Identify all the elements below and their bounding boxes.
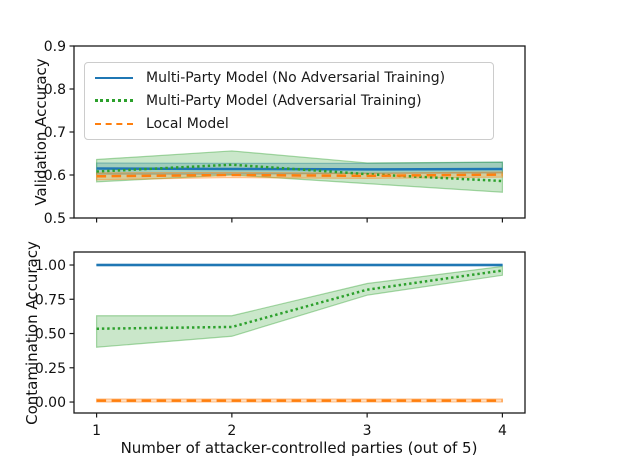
y-tick-label: 1.00	[35, 258, 66, 274]
legend-item-adversarial: Multi-Party Model (Adversarial Training)	[95, 89, 483, 112]
series-line	[96, 173, 503, 178]
legend-item-local-model: Local Model	[95, 113, 483, 136]
legend-line-sample-dashed	[95, 123, 133, 126]
legend-label: Multi-Party Model (Adversarial Training)	[146, 92, 422, 109]
y-tick-label: 0.25	[35, 361, 66, 377]
legend-line-sample-solid	[95, 76, 133, 79]
series-line	[96, 163, 503, 183]
legend-label: Local Model	[146, 116, 229, 133]
x-axis-label: Number of attacker-controlled parties (o…	[120, 439, 478, 457]
y-axis-label-contamination-accuracy: Contamination Accuracy	[23, 241, 41, 425]
axes-frame	[73, 251, 526, 414]
legend-label: Multi-Party Model (No Adversarial Traini…	[146, 69, 446, 86]
confidence-band	[95, 150, 504, 193]
legend: Multi-Party Model (No Adversarial Traini…	[84, 62, 494, 140]
y-tick-label: 0.8	[44, 82, 66, 98]
x-tick-label: 4	[498, 423, 507, 439]
y-tick-label: 0.75	[35, 292, 66, 308]
legend-item-no-adversarial: Multi-Party Model (No Adversarial Traini…	[95, 66, 483, 89]
x-tick-label: 3	[363, 423, 372, 439]
y-tick-label: 0.50	[35, 327, 66, 343]
y-tick-label: 0.5	[44, 211, 66, 227]
x-tick-label: 2	[227, 423, 236, 439]
x-tick-label: 1	[92, 423, 101, 439]
y-axis-label-validation-accuracy: Validation Accuracy	[32, 58, 50, 206]
legend-line-sample-dotted	[95, 99, 133, 103]
y-tick-label: 0.6	[44, 168, 66, 184]
y-tick-label: 0.00	[35, 395, 66, 411]
y-tick-label: 0.7	[44, 125, 66, 141]
y-tick-label: 0.9	[44, 39, 66, 55]
